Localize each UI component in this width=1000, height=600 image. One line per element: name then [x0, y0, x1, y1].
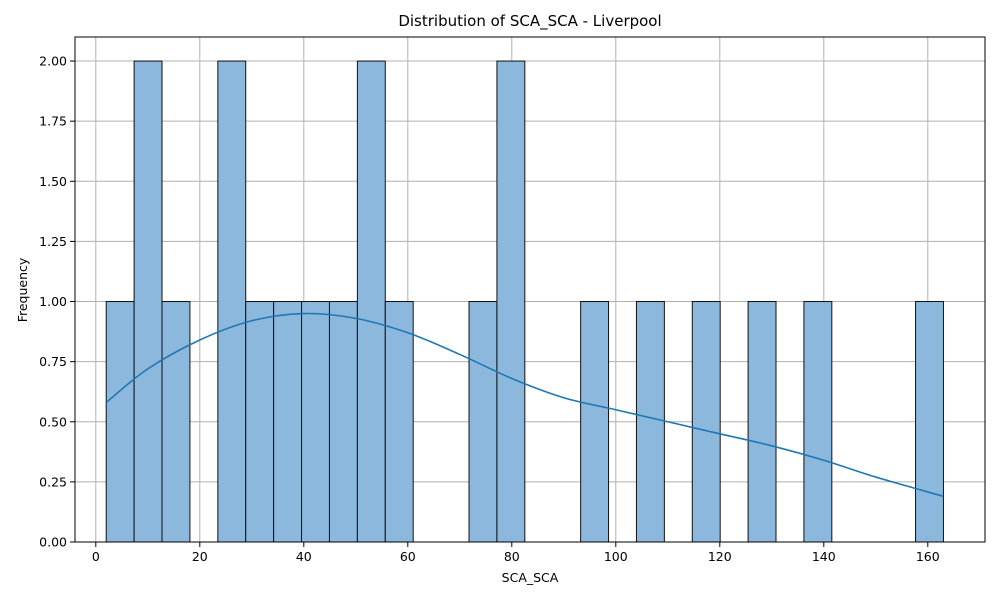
histogram-bar [328, 301, 358, 543]
y-tick-label: 0.50 [39, 414, 67, 429]
chart-title: Distribution of SCA_SCA - Liverpool [398, 12, 661, 31]
x-tick-label: 0 [92, 549, 100, 564]
histogram-bar [747, 301, 777, 543]
y-axis: 0.00 0.25 0.50 0.75 1.00 1.25 1.50 1.75 2.00 [39, 54, 75, 550]
x-tick-label: 60 [400, 549, 416, 564]
x-tick-label: 160 [916, 549, 940, 564]
y-tick-label: 0.75 [39, 354, 67, 369]
histogram-bar [468, 301, 498, 543]
histogram-bar [803, 301, 833, 543]
x-tick-label: 40 [296, 549, 312, 564]
y-tick-label: 1.25 [39, 234, 67, 249]
x-tick-label: 80 [504, 549, 520, 564]
y-tick-label: 0.00 [39, 535, 67, 550]
x-tick-label: 140 [812, 549, 836, 564]
histogram-bar [496, 60, 526, 543]
histogram-bar [580, 301, 610, 543]
x-axis-label: SCA_SCA [502, 570, 559, 585]
histogram-bar [217, 60, 247, 543]
histogram-bar [273, 301, 303, 543]
histogram-bar [356, 60, 386, 543]
histogram-bar [635, 301, 665, 543]
y-tick-label: 2.00 [39, 54, 67, 69]
histogram-bar [691, 301, 721, 543]
y-tick-label: 0.25 [39, 474, 67, 489]
histogram-bar [245, 301, 275, 543]
histogram-bar [915, 301, 944, 543]
kde-curve [105, 312, 944, 498]
y-axis-label: Frequency [15, 257, 30, 322]
histogram-bar [105, 301, 135, 543]
y-tick-label: 1.75 [39, 114, 67, 129]
y-tick-label: 1.50 [39, 174, 67, 189]
histogram-bar [133, 60, 163, 543]
x-tick-label: 100 [604, 549, 628, 564]
histogram-bar [161, 301, 191, 543]
histogram-bar [384, 301, 414, 543]
x-tick-label: 20 [192, 549, 208, 564]
x-axis: 0 20 40 60 80 100 120 140 160 [92, 542, 940, 564]
histogram-bar [301, 301, 330, 543]
histogram-bars [105, 60, 944, 543]
x-tick-label: 120 [708, 549, 732, 564]
y-tick-label: 1.00 [39, 294, 67, 309]
plot-frame [74, 36, 986, 543]
